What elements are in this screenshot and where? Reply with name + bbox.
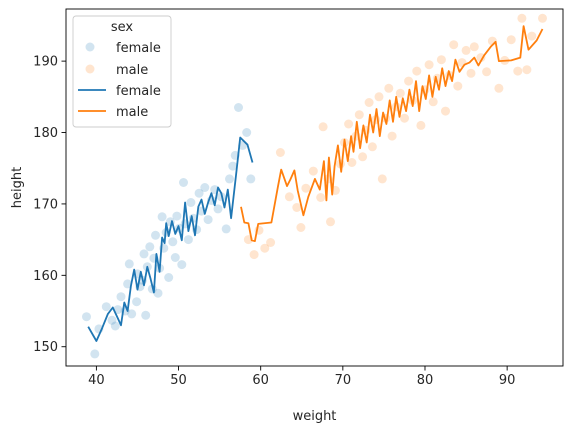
scatter-point-female bbox=[234, 103, 243, 112]
scatter-point-male bbox=[467, 69, 476, 78]
legend: sex female male female male bbox=[73, 16, 171, 127]
scatter-point-male bbox=[494, 84, 503, 93]
scatter-point-male bbox=[319, 122, 328, 131]
scatter-point-female bbox=[125, 259, 134, 268]
scatter-point-female bbox=[90, 349, 99, 358]
x-axis-label: weight bbox=[293, 409, 337, 424]
legend-label-female-line: female bbox=[116, 84, 161, 99]
scatter-point-male bbox=[266, 238, 275, 247]
y-tick-label: 160 bbox=[33, 269, 58, 284]
x-axis: 40 50 60 70 80 90 bbox=[88, 366, 515, 388]
scatter-point-male bbox=[368, 142, 377, 151]
scatter-point-male bbox=[458, 58, 467, 67]
scatter-point-female bbox=[200, 183, 209, 192]
scatter-point-male bbox=[517, 14, 526, 23]
scatter-point-female bbox=[132, 297, 141, 306]
scatter-point-male bbox=[285, 192, 294, 201]
scatter-point-male bbox=[384, 84, 393, 93]
scatter-point-female bbox=[204, 215, 213, 224]
scatter-point-male bbox=[316, 193, 325, 202]
scatter-point-female bbox=[141, 311, 150, 320]
scatter-point-female bbox=[172, 212, 181, 221]
scatter-point-male bbox=[449, 40, 458, 49]
scatter-point-male bbox=[396, 89, 405, 98]
legend-label-male-scatter: male bbox=[116, 63, 148, 78]
scatter-point-female bbox=[117, 292, 126, 301]
x-tick-label: 40 bbox=[88, 373, 105, 388]
scatter-point-male bbox=[425, 60, 434, 69]
scatter-point-female bbox=[242, 128, 251, 137]
scatter-point-female bbox=[127, 309, 136, 318]
scatter-point-male bbox=[365, 98, 374, 107]
scatter-point-female bbox=[111, 322, 120, 331]
scatter-point-female bbox=[82, 312, 91, 321]
scatter-point-male bbox=[355, 110, 364, 119]
scatter-point-male bbox=[522, 65, 531, 74]
scatter-point-male bbox=[507, 35, 516, 44]
scatter-point-female bbox=[177, 260, 186, 269]
legend-marker-male-scatter bbox=[86, 65, 95, 74]
scatter-point-male bbox=[276, 148, 285, 157]
scatter-point-male bbox=[453, 82, 462, 91]
scatter-point-female bbox=[145, 242, 154, 251]
scatter-point-male bbox=[538, 14, 547, 23]
y-tick-label: 170 bbox=[33, 197, 58, 212]
scatter-point-male bbox=[378, 174, 387, 183]
scatter-point-male bbox=[412, 67, 421, 76]
scatter-point-female bbox=[151, 231, 160, 240]
scatter-point-male bbox=[437, 55, 446, 64]
scatter-point-male bbox=[527, 32, 536, 41]
scatter-point-male bbox=[441, 107, 450, 116]
scatter-point-female bbox=[164, 273, 173, 282]
scatter-point-male bbox=[375, 92, 384, 101]
scatter-point-female bbox=[102, 302, 111, 311]
scatter-point-male bbox=[400, 114, 409, 123]
scatter-point-male bbox=[416, 121, 425, 130]
scatter-point-male bbox=[358, 152, 367, 161]
scatter-point-male bbox=[388, 132, 397, 141]
scatter-point-male bbox=[301, 184, 310, 193]
scatter-point-male bbox=[404, 77, 413, 86]
scatter-point-male bbox=[513, 67, 522, 76]
scatter-point-male bbox=[296, 223, 305, 232]
legend-marker-female-scatter bbox=[86, 43, 95, 52]
scatter-point-male bbox=[429, 97, 438, 106]
legend-label-female-scatter: female bbox=[116, 41, 161, 56]
scatter-point-female bbox=[246, 174, 255, 183]
scatter-point-female bbox=[158, 212, 167, 221]
scatter-point-male bbox=[292, 203, 301, 212]
legend-title: sex bbox=[111, 20, 134, 35]
scatter-point-female bbox=[222, 224, 231, 233]
scatter-point-male bbox=[482, 67, 491, 76]
scatter-point-female bbox=[179, 178, 188, 187]
scatter-point-male bbox=[250, 250, 259, 259]
y-tick-label: 180 bbox=[33, 126, 58, 141]
scatter-point-male bbox=[344, 120, 353, 129]
scatter-point-male bbox=[309, 167, 318, 176]
x-tick-label: 70 bbox=[335, 373, 352, 388]
y-axis: 150 160 170 180 190 bbox=[33, 55, 66, 356]
scatter-point-female bbox=[171, 253, 180, 262]
x-tick-label: 50 bbox=[170, 373, 187, 388]
scatter-point-female bbox=[140, 249, 149, 258]
legend-label-male-line: male bbox=[116, 105, 148, 120]
x-tick-label: 60 bbox=[252, 373, 269, 388]
scatter-point-female bbox=[184, 235, 193, 244]
y-tick-label: 190 bbox=[33, 55, 58, 70]
x-tick-label: 80 bbox=[417, 373, 434, 388]
scatter-point-male bbox=[462, 46, 471, 55]
scatter-point-female bbox=[168, 237, 177, 246]
y-tick-label: 150 bbox=[33, 340, 58, 355]
scatter-point-female bbox=[186, 198, 195, 207]
scatter-point-male bbox=[470, 42, 479, 51]
x-tick-label: 90 bbox=[499, 373, 516, 388]
y-axis-label: height bbox=[10, 167, 25, 208]
scatter-point-female bbox=[225, 174, 234, 183]
scatter-point-male bbox=[326, 217, 335, 226]
